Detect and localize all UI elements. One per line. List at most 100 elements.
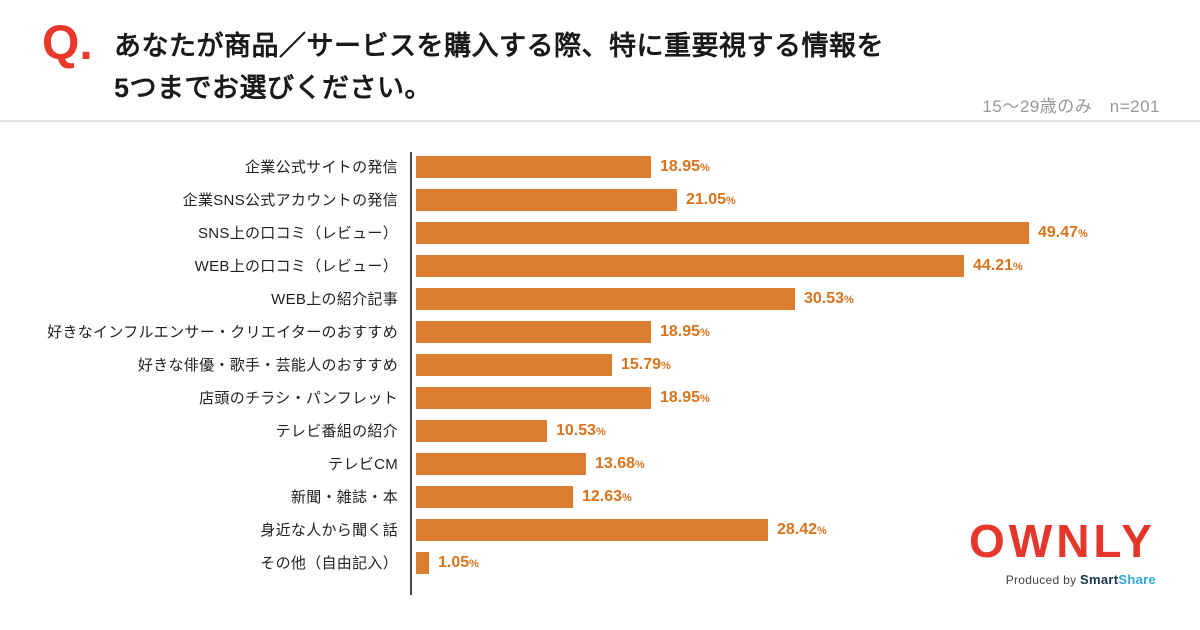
value-label: 13.68% (595, 455, 645, 473)
sample-note: 15〜29歳のみ n=201 (982, 97, 1160, 116)
chart-row: テレビ番組の紹介 10.53% (0, 414, 1200, 447)
percent-sign: % (700, 161, 710, 174)
percent-sign: % (469, 557, 479, 570)
chart-title-line1: あなたが商品／サービスを購入する際、特に重要視する情報を (114, 31, 884, 61)
category-label: 店頭のチラシ・パンフレット (199, 390, 398, 407)
category-label: WEB上の紹介記事 (271, 291, 398, 308)
chart-row: 好きな俳優・歌手・芸能人のおすすめ 15.79% (0, 348, 1200, 381)
percent-sign: % (635, 458, 645, 471)
chart-title: あなたが商品／サービスを購入する際、特に重要視する情報を 5つまでお選びください… (114, 26, 884, 110)
category-label: その他（自由記入） (260, 555, 398, 572)
value-number: 44.21 (973, 256, 1014, 274)
bar (416, 320, 651, 343)
bar (416, 551, 429, 574)
value-number: 21.05 (686, 190, 727, 208)
y-axis-line (410, 152, 412, 595)
bar (416, 188, 677, 211)
value-label: 49.47% (1038, 224, 1088, 242)
chart-row: 好きなインフルエンサー・クリエイターのおすすめ 18.95% (0, 315, 1200, 348)
bar-track: 44.21% (412, 254, 1200, 277)
chart-row: SNS上の口コミ（レビュー） 49.47% (0, 216, 1200, 249)
chart-row: 身近な人から聞く話 28.42% (0, 513, 1200, 546)
question-mark-label: Q. (42, 17, 93, 70)
bar-track: 30.53% (412, 287, 1200, 310)
category-label: テレビCM (328, 456, 398, 473)
percent-sign: % (1078, 227, 1088, 240)
value-label: 1.05% (438, 554, 479, 572)
bar-track: 18.95% (412, 320, 1200, 343)
value-number: 13.68 (595, 454, 636, 472)
chart-title-line2: 5つまでお選びください。 (114, 72, 433, 103)
percent-sign: % (817, 524, 827, 537)
chart-row: WEB上の口コミ（レビュー） 44.21% (0, 249, 1200, 282)
value-number: 18.95 (660, 157, 701, 175)
value-label: 44.21% (973, 257, 1023, 275)
category-label: テレビ番組の紹介 (275, 423, 398, 440)
value-number: 12.63 (582, 487, 623, 505)
value-number: 10.53 (556, 421, 597, 439)
chart-row: 企業公式サイトの発信 18.95% (0, 150, 1200, 183)
bar (416, 221, 1029, 244)
bar-track: 49.47% (412, 221, 1200, 244)
category-label: 身近な人から聞く話 (260, 522, 398, 539)
value-label: 30.53% (804, 290, 854, 308)
bar (416, 155, 651, 178)
value-number: 28.42 (777, 520, 818, 538)
value-number: 18.95 (660, 388, 701, 406)
bar (416, 254, 964, 277)
chart-row: テレビCM 13.68% (0, 447, 1200, 480)
percent-sign: % (1013, 260, 1023, 273)
bar-track: 28.42% (412, 518, 1200, 541)
category-label: 新聞・雑誌・本 (290, 489, 398, 506)
bar-track: 10.53% (412, 419, 1200, 442)
header-divider (0, 120, 1200, 122)
category-label: 企業公式サイトの発信 (244, 159, 398, 176)
value-label: 18.95% (660, 323, 710, 341)
category-label: SNS上の口コミ（レビュー） (197, 225, 398, 242)
produced-by-line: Produced by SmartShare (1006, 572, 1156, 587)
percent-sign: % (622, 491, 632, 504)
percent-sign: % (700, 326, 710, 339)
value-number: 30.53 (804, 289, 845, 307)
bar (416, 386, 651, 409)
bar (416, 353, 612, 376)
chart-rows: 企業公式サイトの発信 18.95% 企業SNS公式アカウントの発信 21.05% SNS… (0, 150, 1200, 579)
value-label: 18.95% (660, 158, 710, 176)
value-label: 18.95% (660, 389, 710, 407)
percent-sign: % (726, 194, 736, 207)
value-label: 21.05% (686, 191, 736, 209)
chart-row: 店頭のチラシ・パンフレット 18.95% (0, 381, 1200, 414)
value-number: 15.79 (621, 355, 662, 373)
value-label: 12.63% (582, 488, 632, 506)
smartshare-logo-share: Share (1118, 572, 1156, 587)
category-label: 企業SNS公式アカウントの発信 (182, 192, 398, 209)
percent-sign: % (661, 359, 671, 372)
chart-row: WEB上の紹介記事 30.53% (0, 282, 1200, 315)
bar-track: 1.05% (412, 551, 1200, 574)
bar-track: 18.95% (412, 386, 1200, 409)
percent-sign: % (700, 392, 710, 405)
produced-by-label: Produced by (1005, 573, 1080, 587)
value-number: 1.05 (438, 553, 470, 571)
chart-row: 新聞・雑誌・本 12.63% (0, 480, 1200, 513)
bar-track: 12.63% (412, 485, 1200, 508)
bar (416, 452, 586, 475)
bar-track: 13.68% (412, 452, 1200, 475)
value-label: 28.42% (777, 521, 827, 539)
percent-sign: % (844, 293, 854, 306)
ownly-logo: OWNLY (969, 515, 1156, 567)
smartshare-logo-smart: Smart (1080, 572, 1119, 587)
value-number: 49.47 (1038, 223, 1079, 241)
value-label: 15.79% (621, 356, 671, 374)
category-label: WEB上の口コミ（レビュー） (194, 258, 398, 275)
chart-row: 企業SNS公式アカウントの発信 21.05% (0, 183, 1200, 216)
bar (416, 485, 573, 508)
percent-sign: % (596, 425, 606, 438)
value-number: 18.95 (660, 322, 701, 340)
value-label: 10.53% (556, 422, 606, 440)
bar-chart: 企業公式サイトの発信 18.95% 企業SNS公式アカウントの発信 21.05% SNS… (0, 150, 1200, 595)
bar (416, 287, 795, 310)
category-label: 好きなインフルエンサー・クリエイターのおすすめ (47, 324, 398, 341)
bar-track: 21.05% (412, 188, 1200, 211)
